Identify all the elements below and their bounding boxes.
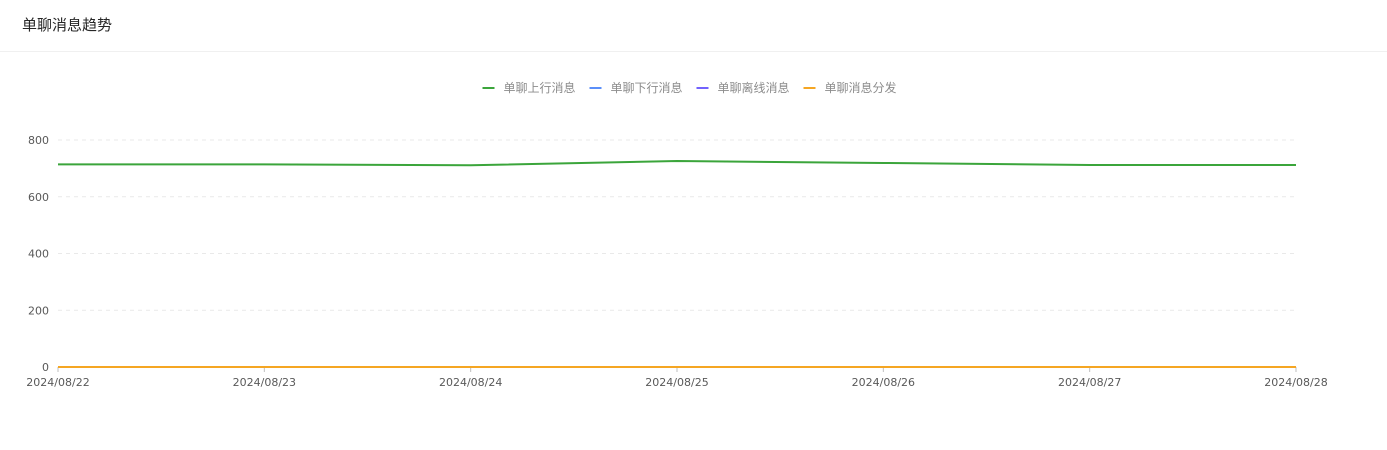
legend-item[interactable]: 单聊上行消息 (482, 80, 576, 95)
card-header: 单聊消息趋势 (0, 0, 1387, 52)
x-tick-label: 2024/08/22 (26, 376, 89, 389)
x-tick-label: 2024/08/25 (645, 376, 708, 389)
chart-area: 单聊上行消息 单聊下行消息 单聊离线消息 单聊消息分发 0 200 400 600 800 2… (0, 53, 1387, 446)
x-axis: 2024/08/22 2024/08/23 2024/08/24 2024/08/25… (26, 367, 1328, 389)
y-tick-label: 600 (28, 191, 49, 204)
y-axis: 0 200 400 600 800 (28, 134, 49, 374)
legend-label: 单聊上行消息 (504, 80, 576, 95)
y-tick-label: 200 (28, 304, 49, 317)
x-tick-label: 2024/08/28 (1264, 376, 1327, 389)
legend-label: 单聊离线消息 (718, 80, 790, 95)
chart-grid (58, 139, 1296, 311)
chart-legend: 单聊上行消息 单聊下行消息 单聊离线消息 单聊消息分发 (482, 80, 897, 95)
page-title: 单聊消息趋势 (22, 16, 113, 34)
y-tick-label: 0 (42, 361, 49, 374)
x-tick-label: 2024/08/24 (439, 376, 502, 389)
chart-series (58, 159, 1296, 368)
legend-item[interactable]: 单聊下行消息 (589, 80, 683, 95)
line-chart: 单聊上行消息 单聊下行消息 单聊离线消息 单聊消息分发 0 200 400 600 800 2… (26, 80, 1328, 389)
x-tick-label: 2024/08/27 (1058, 376, 1121, 389)
legend-item[interactable]: 单聊离线消息 (696, 80, 790, 95)
x-tick-label: 2024/08/23 (233, 376, 296, 389)
x-tick-label: 2024/08/26 (852, 376, 915, 389)
y-tick-label: 400 (28, 248, 49, 261)
y-tick-label: 800 (28, 134, 49, 147)
series-line (58, 159, 1296, 167)
legend-item[interactable]: 单聊消息分发 (803, 80, 897, 95)
legend-label: 单聊消息分发 (825, 80, 897, 95)
legend-label: 单聊下行消息 (611, 80, 683, 95)
